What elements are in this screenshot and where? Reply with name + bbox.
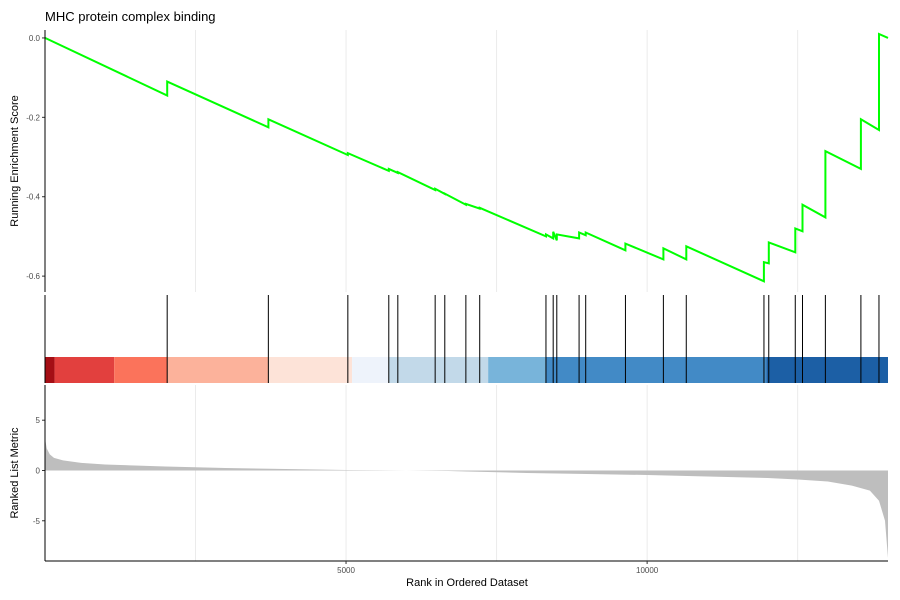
es-y-tick-label-3: -0.6 [26,272,40,281]
x-tick-label-1: 10000 [636,566,659,575]
ranked-list-metric-panel: 5 0 -5 Ranked List Metric [9,416,888,558]
rlm-y-axis-label: Ranked List Metric [9,427,21,519]
rank-band-3 [167,357,269,383]
rlm-y-tick-label-0: 5 [36,416,41,425]
gene-hits-panel [45,295,888,383]
es-y-tick-label-0: 0.0 [29,34,41,43]
rank-band-1 [54,357,115,383]
rlm-y-tick-label-2: -5 [33,517,41,526]
es-y-axis-ticks: 0.0 -0.2 -0.4 -0.6 [26,34,45,281]
es-y-tick-label-2: -0.4 [26,193,40,202]
es-y-axis-label: Running Enrichment Score [9,95,21,226]
rank-band-9 [766,357,888,383]
rank-band-5 [352,357,389,383]
axis-lines [44,30,888,562]
rank-band-7 [488,357,546,383]
x-tick-label-0: 5000 [337,566,355,575]
ranked-list-metric-area [45,438,888,558]
rank-band-2 [114,357,168,383]
chart-title: MHC protein complex binding [45,9,216,24]
rank-color-bar [45,357,888,383]
running-enrichment-score-line [44,32,889,283]
x-axis-ticks: 5000 10000 [337,561,659,575]
es-y-tick-label-1: -0.2 [26,113,40,122]
rlm-y-axis-ticks: 5 0 -5 [33,416,45,526]
rlm-y-tick-label-1: 0 [36,466,41,475]
rank-band-6 [388,357,489,383]
rank-band-4 [268,357,353,383]
running-enrichment-score-panel: 0.0 -0.2 -0.4 -0.6 Running Enrichment Score [9,32,889,283]
x-axis-label: Rank in Ordered Dataset [406,577,528,589]
rank-band-8 [545,357,767,383]
grid-lines [194,30,799,561]
gene-hit-marks [166,295,880,383]
rank-band-0 [45,357,55,383]
